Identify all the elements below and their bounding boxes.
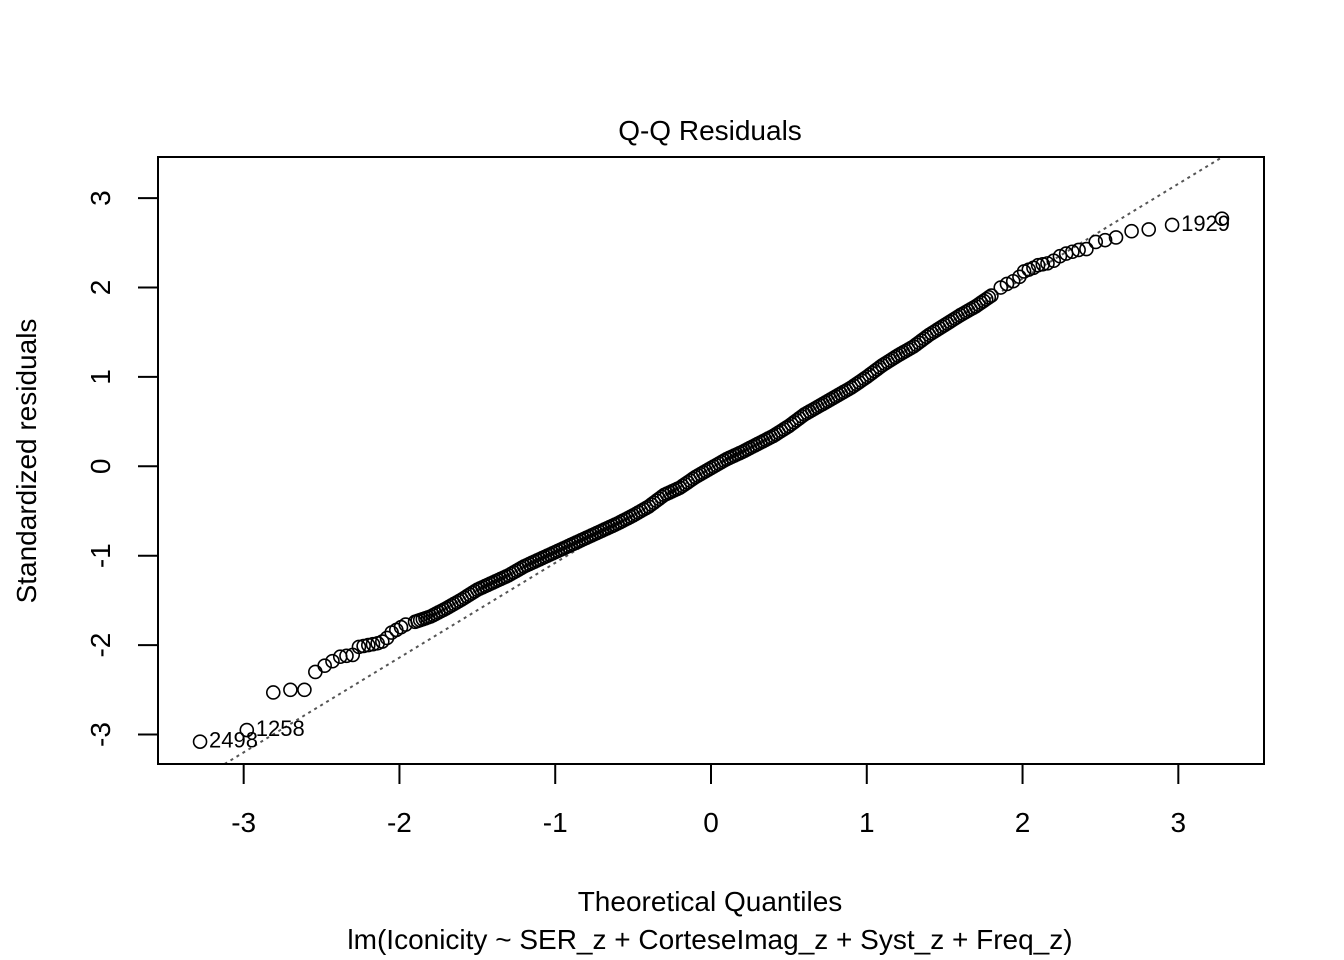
data-point	[1088, 234, 1104, 250]
data-point	[339, 648, 354, 664]
y-tick-label: 2	[85, 280, 116, 296]
data-point	[1097, 232, 1113, 248]
data-point	[1108, 230, 1124, 245]
x-tick-label: 1	[859, 807, 875, 838]
data-point	[1079, 241, 1094, 257]
data-point	[1214, 211, 1230, 226]
data-point	[984, 288, 999, 303]
y-axis: -3 -2 -1 0 1 2 3	[85, 190, 159, 747]
data-point	[317, 658, 332, 673]
x-tick-label: -1	[543, 807, 568, 838]
data-point	[1065, 244, 1080, 260]
data-point	[375, 634, 390, 649]
y-tick-label: 0	[85, 459, 116, 475]
data-point	[1164, 217, 1180, 233]
data-point	[379, 630, 395, 646]
chart-title: Q-Q Residuals	[618, 115, 802, 146]
data-point	[192, 734, 208, 749]
data-point	[1012, 269, 1027, 285]
x-tick-label: 3	[1171, 807, 1187, 838]
x-axis: -3 -2 -1 0 1 2 3	[231, 763, 1187, 838]
y-tick-label: 1	[85, 369, 116, 385]
y-tick-label: -3	[85, 722, 116, 747]
data-point	[1040, 256, 1055, 271]
x-tick-label: -3	[231, 807, 256, 838]
y-tick-label: -1	[85, 543, 116, 568]
data-point	[1052, 248, 1068, 264]
x-tick-label: 2	[1015, 807, 1031, 838]
data-point	[297, 682, 312, 698]
point-label: 1258	[256, 716, 305, 741]
x-tick-label: 0	[703, 807, 719, 838]
point-label: 2498	[209, 728, 258, 753]
point-label: 1929	[1181, 211, 1230, 236]
data-point	[999, 276, 1015, 292]
x-tick-label: -2	[387, 807, 412, 838]
data-point	[308, 664, 323, 680]
chart-subtitle: lm(Iconicity ~ SER_z + CorteseImag_z + S…	[347, 924, 1072, 955]
data-point	[1071, 242, 1086, 258]
x-axis-label: Theoretical Quantiles	[578, 886, 843, 917]
data-point	[1124, 223, 1139, 239]
data-point	[239, 722, 255, 738]
y-axis-label: Standardized residuals	[11, 319, 42, 604]
data-point	[1141, 222, 1157, 237]
y-tick-label: -2	[85, 633, 116, 658]
data-point	[265, 685, 281, 700]
data-point	[283, 682, 298, 698]
data-point	[325, 653, 340, 669]
data-point	[981, 290, 997, 305]
y-tick-label: 3	[85, 190, 116, 206]
points-layer	[192, 211, 1230, 749]
